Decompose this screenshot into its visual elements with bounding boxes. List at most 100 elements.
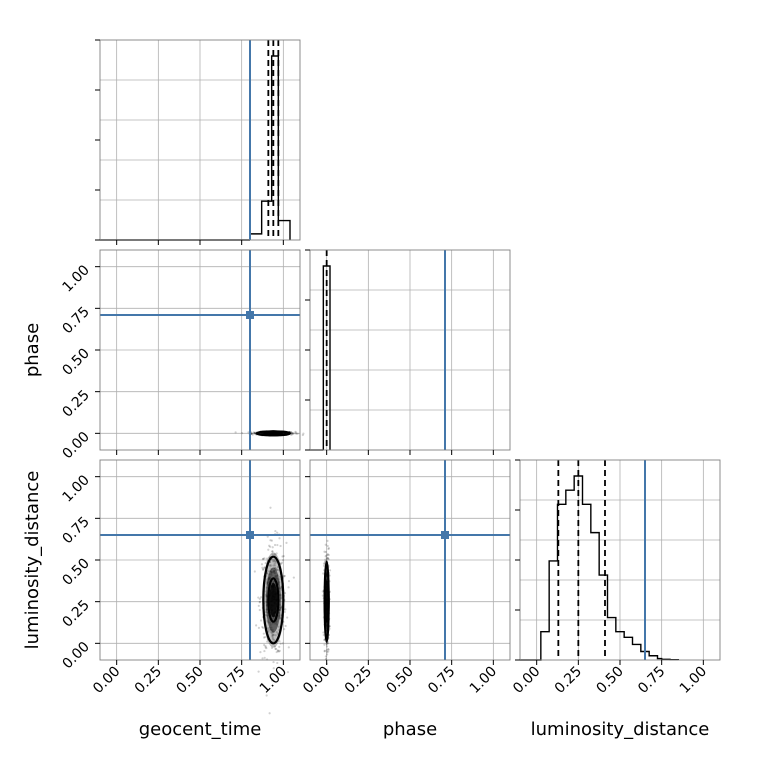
sample-point: [286, 671, 290, 674]
sample-point: [326, 553, 329, 557]
sample-point: [323, 649, 326, 652]
sample-point: [283, 574, 286, 578]
sample-point: [284, 608, 287, 611]
sample-point: [287, 580, 291, 583]
sample-point: [266, 640, 269, 643]
sample-point: [269, 630, 272, 633]
sample-point: [326, 641, 329, 645]
sample-point: [281, 642, 285, 645]
x-axis-label-geocent_time: geocent_time: [139, 719, 262, 740]
x-tick-label: 0.25: [132, 664, 165, 697]
sample-point: [257, 626, 261, 629]
sample-point: [272, 660, 275, 664]
sample-point: [271, 553, 274, 556]
sample-point: [324, 550, 327, 554]
text-layer: 0.000.250.500.751.000.000.250.500.751.00…: [22, 39, 710, 740]
sample-point: [325, 642, 328, 645]
sample-point: [278, 649, 281, 652]
sample-point: [274, 554, 277, 557]
sample-point: [267, 548, 270, 551]
sample-point: [276, 568, 279, 572]
sample-point: [262, 636, 266, 639]
sample-point: [290, 432, 293, 435]
sample-point: [258, 597, 261, 600]
sample-point: [266, 572, 269, 575]
sample-point: [274, 560, 277, 563]
sample-point: [240, 432, 244, 435]
sample-point: [327, 648, 330, 651]
x-tick-label: 0.50: [173, 664, 206, 697]
sample-point: [258, 600, 262, 603]
y-axis-label-phase: phase: [22, 323, 43, 377]
sample-point: [273, 562, 276, 565]
sample-point: [269, 672, 272, 676]
sample-point: [327, 553, 330, 557]
sample-point: [326, 544, 329, 548]
x-tick-label: 0.25: [552, 664, 585, 697]
sample-point: [261, 657, 264, 660]
x-tick-label: 0.75: [215, 664, 248, 697]
truth-marker: [246, 531, 254, 539]
sample-point: [276, 565, 280, 569]
sample-point: [274, 647, 277, 650]
x-tick-label: 1.00: [677, 664, 710, 697]
sample-point: [322, 562, 326, 565]
scatter-phase_vs_luminosity_distance: [321, 539, 332, 671]
sample-point: [278, 645, 281, 648]
sample-point: [279, 642, 282, 645]
sample-point: [326, 642, 329, 645]
sample-point: [274, 561, 278, 564]
sample-point: [259, 619, 263, 622]
y-tick-label: 0.00: [59, 639, 92, 672]
x-tick-label: 0.75: [635, 664, 668, 697]
contour-line: [267, 577, 280, 623]
grid-0-2: [100, 460, 300, 660]
x-tick-label: 0.50: [593, 664, 626, 697]
sample-point: [324, 558, 327, 561]
sample-point: [327, 546, 330, 550]
grid-1-1: [310, 250, 510, 450]
sample-point: [275, 631, 278, 634]
sample-point: [286, 616, 289, 619]
sample-point: [326, 650, 329, 654]
sample-point: [324, 543, 327, 546]
sample-point: [263, 566, 266, 569]
sample-point: [257, 596, 260, 599]
sample-point: [271, 633, 275, 636]
sample-point: [270, 632, 273, 635]
sample-point: [272, 564, 275, 567]
truth-marker: [246, 311, 254, 319]
sample-point: [252, 431, 255, 434]
x-tick-label: 0.00: [300, 664, 333, 697]
sample-point: [263, 557, 266, 560]
grid-2-2: [520, 460, 720, 660]
x-axis-label-luminosity_distance: luminosity_distance: [531, 719, 710, 740]
sample-point: [295, 432, 298, 435]
sample-point: [324, 655, 327, 658]
sample-point: [271, 550, 274, 553]
sample-point: [280, 561, 284, 564]
sample-point: [278, 537, 281, 540]
sample-point: [265, 694, 268, 697]
x-tick-label: 0.00: [510, 664, 543, 697]
sample-point: [257, 604, 260, 607]
sample-point: [268, 712, 271, 715]
sample-point: [327, 547, 330, 551]
sample-point: [276, 649, 279, 652]
sample-point: [269, 545, 272, 548]
sample-point: [325, 649, 328, 652]
x-tick-label: 1.00: [467, 664, 500, 697]
sample-point: [272, 560, 275, 563]
sample-point: [269, 565, 272, 568]
sample-point: [259, 651, 262, 654]
data-layer: [100, 40, 680, 715]
sample-point: [282, 555, 285, 558]
sample-point: [268, 564, 271, 567]
sample-point: [322, 572, 325, 575]
sample-point: [263, 566, 266, 569]
sample-point: [271, 636, 274, 639]
sample-point: [328, 569, 332, 572]
x-tick-label: 1.00: [257, 664, 290, 697]
sample-point: [326, 553, 329, 556]
contour-line: [323, 560, 330, 643]
